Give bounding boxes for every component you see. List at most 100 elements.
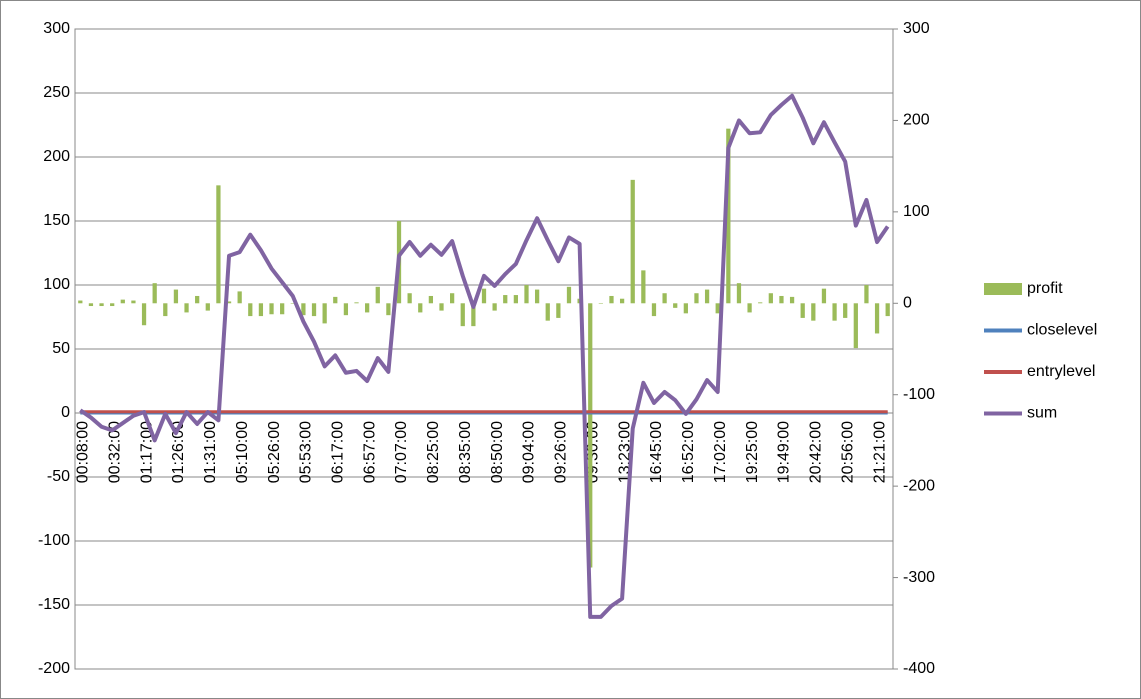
bar — [216, 185, 221, 304]
bar — [843, 303, 848, 318]
bar — [88, 303, 94, 307]
bar — [736, 283, 742, 304]
x-tick-label: 07:07:00 — [393, 421, 410, 483]
bar — [503, 295, 508, 304]
y-tick-label: 300 — [43, 20, 70, 37]
x-tick-label: 20:42:00 — [808, 421, 825, 483]
y-tick-label: 50 — [52, 340, 70, 357]
bar — [641, 270, 646, 304]
y-tick-label: 200 — [43, 148, 70, 165]
line-sum — [79, 93, 890, 619]
bar — [301, 303, 306, 316]
bar — [874, 303, 880, 334]
x-tick-label: 20:56:00 — [839, 421, 856, 483]
bar — [184, 303, 189, 313]
bar — [354, 302, 359, 304]
y-tick-label: -150 — [38, 596, 70, 613]
x-tick-label: 06:57:00 — [361, 421, 378, 483]
y2-tick-label: -400 — [903, 660, 935, 677]
x-tick-label: 08:50:00 — [489, 421, 506, 483]
bar — [598, 303, 603, 304]
y-tick-label: 150 — [43, 212, 70, 229]
x-tick-label: 01:17:00 — [138, 421, 155, 483]
x-tick-label: 08:35:00 — [457, 421, 474, 483]
bar — [588, 303, 593, 568]
x-tick-label: 19:25:00 — [744, 421, 761, 483]
x-tick-label: 21:21:00 — [871, 421, 888, 483]
bar — [439, 303, 444, 311]
bar — [683, 303, 688, 314]
bar — [662, 293, 667, 304]
x-tick-label: 00:32:00 — [106, 421, 123, 483]
x-tick-label: 16:52:00 — [680, 421, 697, 483]
bar — [481, 288, 487, 304]
bar — [141, 303, 147, 326]
y-tick-label: -100 — [38, 532, 70, 549]
bar — [269, 303, 274, 315]
x-tick-label: 19:49:00 — [776, 421, 793, 483]
bar — [758, 302, 763, 304]
y2-tick-label: -200 — [903, 477, 935, 494]
y2-tick-label: 100 — [903, 203, 930, 220]
bar — [333, 296, 338, 304]
bar — [258, 303, 264, 317]
bar — [407, 293, 412, 304]
bar — [195, 295, 200, 304]
bar — [152, 283, 157, 304]
bar — [375, 286, 380, 304]
bar — [832, 303, 837, 321]
x-tick-label: 05:10:00 — [234, 421, 251, 483]
bar — [311, 303, 317, 317]
bar — [450, 293, 455, 304]
bar — [99, 303, 104, 307]
bar — [343, 303, 349, 316]
y2-tick-label: 200 — [903, 112, 930, 129]
bar — [694, 293, 699, 304]
bar — [418, 303, 423, 313]
bar — [365, 303, 370, 313]
bar — [704, 289, 710, 304]
bar — [853, 303, 858, 349]
x-tick-label: 01:31:00 — [202, 421, 219, 483]
bar — [619, 298, 625, 304]
bar — [747, 303, 752, 313]
bar — [885, 303, 890, 317]
bar — [120, 299, 125, 304]
legend-label: sum — [1027, 405, 1057, 422]
bar — [556, 303, 561, 318]
bar — [534, 289, 540, 304]
legend-swatch — [984, 283, 1022, 295]
bar — [78, 300, 83, 304]
y2-tick-label: 300 — [903, 20, 930, 37]
bar — [726, 128, 731, 304]
bar — [811, 303, 816, 321]
y2-tick-label: -100 — [903, 386, 935, 403]
y-tick-label: -200 — [38, 660, 70, 677]
bar — [513, 295, 518, 304]
x-tick-label: 08:25:00 — [425, 421, 442, 483]
bar — [800, 303, 805, 318]
bar — [131, 300, 136, 304]
x-tick-label: 09:26:00 — [553, 421, 570, 483]
bar — [864, 285, 869, 304]
legend-label: profit — [1027, 280, 1063, 297]
bar — [248, 303, 253, 317]
bar — [789, 296, 795, 304]
x-tick-label: 09:04:00 — [521, 421, 538, 483]
bar — [280, 303, 285, 315]
bar — [386, 303, 391, 316]
y-tick-label: 250 — [43, 84, 70, 101]
bar — [290, 303, 295, 304]
y2-tick-label: 0 — [903, 295, 912, 312]
x-tick-label: 05:53:00 — [298, 421, 315, 483]
y-tick-label: 0 — [61, 404, 70, 421]
bar — [110, 303, 115, 307]
x-tick-label: 00:08:00 — [75, 421, 92, 483]
bar — [492, 303, 497, 311]
bar — [545, 303, 550, 321]
legend-label: entrylevel — [1027, 363, 1095, 380]
x-tick-label: 05:26:00 — [266, 421, 283, 483]
x-tick-label: 16:45:00 — [648, 421, 665, 483]
bar — [226, 301, 232, 304]
